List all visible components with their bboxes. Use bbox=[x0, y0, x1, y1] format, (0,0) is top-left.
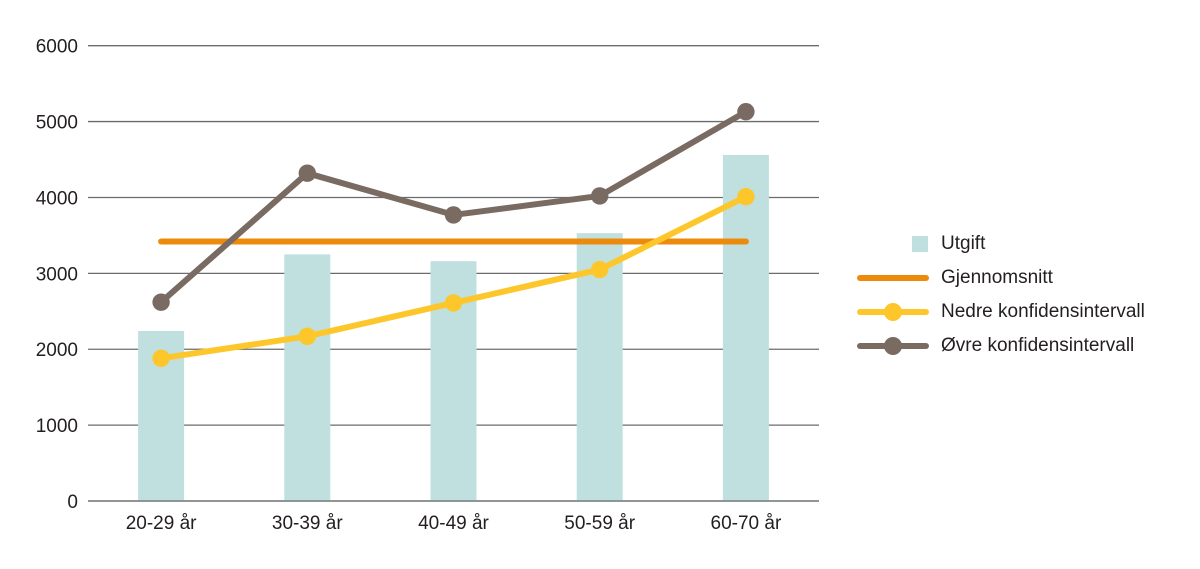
legend-label-ovre: Øvre konfidensintervall bbox=[941, 335, 1135, 356]
legend: Utgift Gjennomsnitt Nedre konfidensinter… bbox=[857, 227, 1145, 363]
x-tick-label: 50-59 år bbox=[564, 513, 635, 534]
point-nedre-konfidensintervall-0 bbox=[152, 349, 170, 368]
legend-item-utgift: Utgift bbox=[857, 227, 1145, 261]
legend-label-nedre: Nedre konfidensintervall bbox=[941, 301, 1145, 322]
x-tick-label: 40-49 år bbox=[418, 513, 489, 534]
x-tick-label: 60-70 år bbox=[711, 513, 782, 534]
legend-label-utgift: Utgift bbox=[941, 233, 986, 254]
bar-utgift bbox=[284, 254, 331, 501]
point-ovre-konfidensintervall-3 bbox=[591, 187, 609, 205]
y-tick-label: 6000 bbox=[36, 37, 78, 58]
legend-swatch-icon bbox=[912, 236, 928, 252]
legend-marker-ovre bbox=[857, 329, 929, 363]
legend-item-nedre-konfidensintervall: Nedre konfidensintervall bbox=[857, 295, 1145, 329]
bar-utgift bbox=[722, 154, 769, 502]
point-ovre-konfidensintervall-1 bbox=[298, 164, 316, 182]
point-nedre-konfidensintervall-3 bbox=[591, 260, 609, 279]
legend-marker-nedre bbox=[857, 295, 929, 329]
legend-label-gjennomsnitt: Gjennomsnitt bbox=[941, 267, 1053, 288]
legend-item-ovre-konfidensintervall: Øvre konfidensintervall bbox=[857, 329, 1145, 363]
y-tick-label: 1000 bbox=[36, 416, 78, 437]
y-tick-label: 0 bbox=[67, 492, 78, 513]
y-tick-label: 3000 bbox=[36, 264, 78, 285]
point-nedre-konfidensintervall-4 bbox=[737, 188, 755, 206]
legend-marker-utgift bbox=[857, 227, 929, 261]
y-tick-label: 5000 bbox=[36, 113, 78, 134]
x-tick-label: 20-29 år bbox=[126, 513, 197, 534]
y-tick-label: 4000 bbox=[36, 188, 78, 209]
point-nedre-konfidensintervall-1 bbox=[298, 327, 316, 346]
y-tick-label: 2000 bbox=[36, 340, 78, 361]
point-ovre-konfidensintervall-0 bbox=[152, 293, 170, 311]
point-ovre-konfidensintervall-2 bbox=[444, 206, 463, 224]
point-ovre-konfidensintervall-4 bbox=[737, 103, 755, 121]
legend-dot-icon bbox=[884, 303, 902, 321]
legend-dot-icon bbox=[884, 337, 902, 355]
legend-line-icon bbox=[857, 275, 929, 281]
legend-marker-gjennomsnitt bbox=[857, 261, 929, 295]
x-tick-label: 30-39 år bbox=[272, 513, 343, 534]
point-nedre-konfidensintervall-2 bbox=[444, 294, 463, 312]
legend-item-gjennomsnitt: Gjennomsnitt bbox=[857, 261, 1145, 295]
